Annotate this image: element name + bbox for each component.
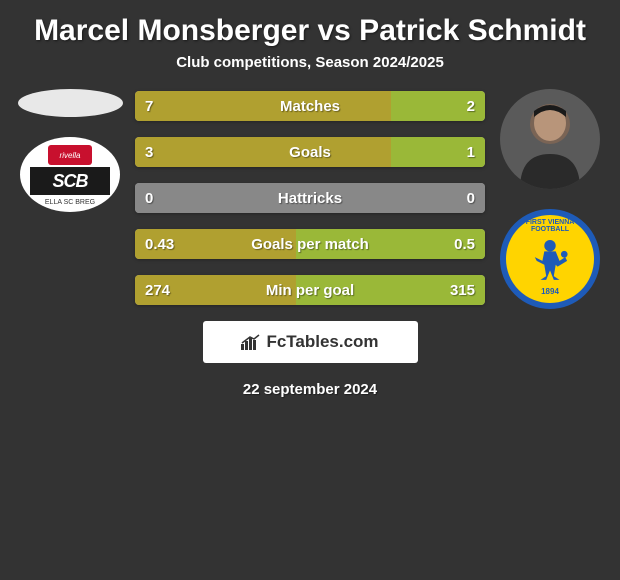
chart-icon <box>241 334 261 350</box>
player2-avatar <box>500 89 600 189</box>
branding-text: FcTables.com <box>266 332 378 352</box>
stat-row: 274315Min per goal <box>135 275 485 305</box>
scb-sponsor: rivella <box>48 145 92 165</box>
stat-row: 31Goals <box>135 137 485 167</box>
stat-label: Matches <box>135 91 485 121</box>
stat-row: 0.430.5Goals per match <box>135 229 485 259</box>
stat-bars: 72Matches 31Goals 00Hattricks 0.430.5Goals … <box>135 89 485 305</box>
vienna-top-text: FIRST VIENNA FOOTBALL <box>506 219 594 233</box>
stat-label: Hattricks <box>135 183 485 213</box>
vienna-figure-icon <box>531 238 569 280</box>
player2-column: FIRST VIENNA FOOTBALL 1894 <box>490 89 610 309</box>
stat-row: 72Matches <box>135 91 485 121</box>
player1-column: rivella SCB ELLA SC BREG <box>10 89 130 212</box>
scb-text: SCB <box>30 167 110 195</box>
player2-club-badge: FIRST VIENNA FOOTBALL 1894 <box>500 209 600 309</box>
scb-subtext: ELLA SC BREG <box>20 199 120 206</box>
stat-label: Goals per match <box>135 229 485 259</box>
page-title: Marcel Monsberger vs Patrick Schmidt <box>0 0 620 54</box>
stat-label: Goals <box>135 137 485 167</box>
branding-box: FcTables.com <box>203 321 418 363</box>
comparison-container: rivella SCB ELLA SC BREG FIRST VIENNA FO… <box>0 89 620 305</box>
player1-club-badge: rivella SCB ELLA SC BREG <box>20 137 120 212</box>
date-text: 22 september 2024 <box>0 381 620 398</box>
player1-avatar <box>18 89 123 117</box>
vienna-bottom-text: 1894 <box>506 287 594 296</box>
person-icon <box>500 89 600 189</box>
stat-row: 00Hattricks <box>135 183 485 213</box>
page-subtitle: Club competitions, Season 2024/2025 <box>0 54 620 89</box>
stat-label: Min per goal <box>135 275 485 305</box>
